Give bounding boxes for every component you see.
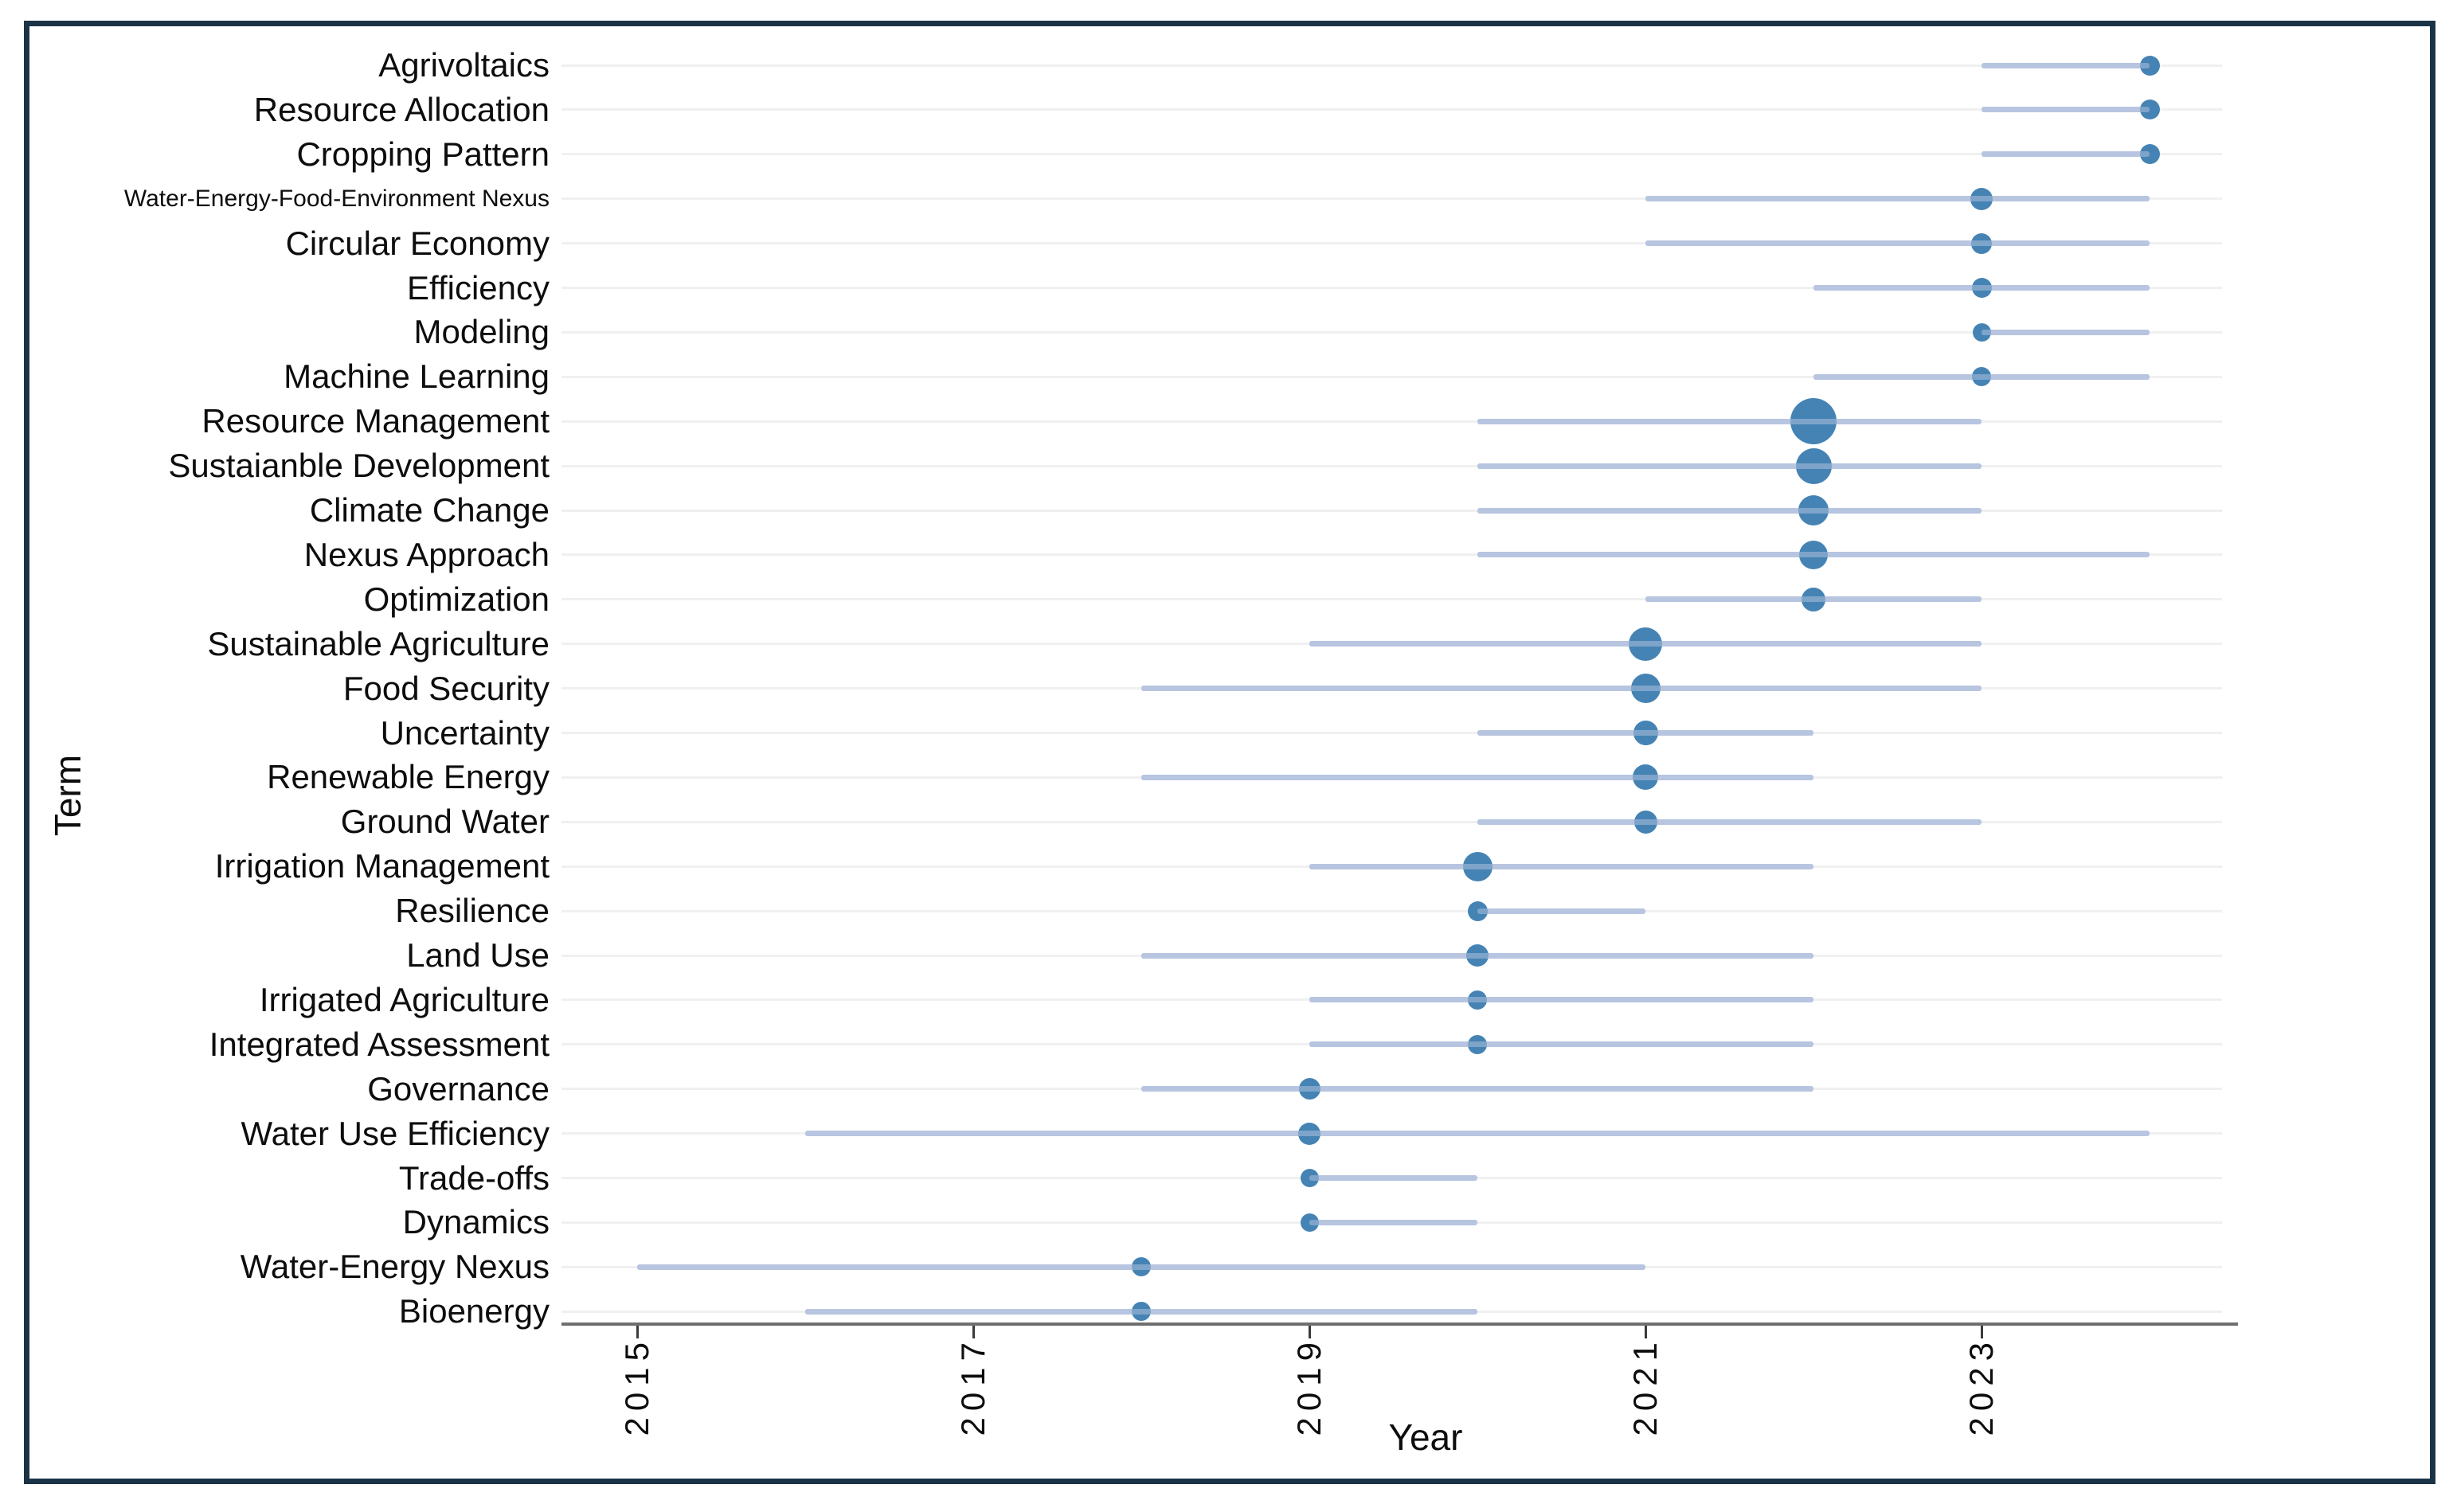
term-range-line-overlay [1309,1219,1477,1225]
term-range-line-overlay [1141,952,1813,959]
term-label: Irrigated Agriculture [259,980,550,1018]
term-range-line-overlay [1141,774,1813,780]
term-range-line-overlay [1645,240,2150,247]
term-label: Renewable Energy [267,758,550,796]
gridline [561,153,2222,156]
term-range-line-overlay [1141,686,1982,692]
gridline [561,909,2222,912]
term-range-line-overlay [1813,285,2150,291]
term-range-line-overlay [1982,107,2150,113]
gridline [561,375,2222,378]
term-range-line-overlay [1309,997,1813,1003]
x-tick [1644,1326,1647,1338]
term-label: Ground Water [340,803,550,841]
term-label: Climate Change [309,491,550,529]
y-axis-title: Term [47,754,88,837]
gridline [561,108,2222,111]
term-label: Nexus Approach [303,535,550,573]
term-range-line-overlay [1477,552,2150,558]
term-range-line-overlay [1309,1041,1813,1048]
term-range-line-overlay [637,1264,1645,1270]
x-tick-label: 2021 [1626,1336,1664,1436]
gridline [561,242,2222,245]
term-label: Resilience [395,892,550,930]
term-label: Irrigation Management [214,847,550,885]
term-range-line-overlay [1813,373,2150,380]
term-range-line-overlay [1982,329,2150,335]
term-label: Optimization [363,580,550,618]
term-range-line-overlay [1141,1086,1813,1092]
gridline [561,464,2222,467]
x-tick-label: 2015 [618,1336,655,1436]
gridline [561,64,2222,67]
term-label: Resource Allocation [253,90,550,128]
x-tick [1980,1326,1983,1338]
term-label: Modeling [413,313,550,351]
term-range-line-overlay [1645,196,2150,202]
term-label: Integrated Assessment [209,1025,550,1063]
term-label: Water Use Efficiency [241,1114,550,1152]
term-range-line-overlay [1477,908,1645,914]
x-tick-label: 2023 [1962,1336,2000,1436]
gridline [561,287,2222,289]
term-range-line-overlay [1309,1175,1477,1181]
term-label: Dynamics [402,1203,550,1241]
term-label: Food Security [342,669,550,707]
term-range-line-overlay [1477,418,1982,424]
term-range-line-overlay [1477,463,1982,469]
x-tick [972,1326,975,1338]
term-label: Bioenergy [398,1292,550,1330]
x-tick-label: 2017 [954,1336,992,1436]
term-label: Cropping Pattern [296,135,550,173]
gridline [561,553,2222,557]
term-range-line-overlay [1309,641,1982,647]
gridline [561,820,2222,823]
term-label: Sustainable Agriculture [207,624,550,662]
gridline [561,598,2222,601]
gridline [561,330,2222,334]
x-tick-label: 2019 [1290,1336,1328,1436]
x-axis-line [561,1323,2238,1326]
term-range-line-overlay [1477,819,1982,825]
term-label: Efficiency [407,268,550,307]
term-range-line-overlay [1477,507,1982,514]
term-label: Water-Energy-Food-Environment Nexus [123,185,550,212]
term-range-line-overlay [1477,730,1813,736]
gridline [561,197,2222,201]
term-label: Sustaianble Development [168,447,550,485]
x-tick [1308,1326,1311,1338]
term-range-line-overlay [805,1131,2150,1137]
term-range-line-overlay [1982,151,2150,158]
gridline [561,420,2222,423]
x-axis-title: Year [1388,1416,1463,1458]
term-range-line-overlay [1645,596,1982,603]
term-label: Water-Energy Nexus [240,1248,550,1286]
term-label: Land Use [406,936,550,974]
term-label: Governance [367,1069,550,1108]
term-range-line-overlay [1982,62,2150,68]
term-label: Resource Management [201,402,550,440]
gridline [561,509,2222,512]
term-label: Uncertainty [380,713,550,752]
term-range-line-overlay [1309,863,1813,869]
term-label: Trade-offs [398,1158,550,1197]
term-label: Agrivoltaics [378,46,550,84]
gridline [561,732,2222,734]
term-label: Machine Learning [284,357,550,396]
x-tick [636,1326,639,1338]
term-range-line-overlay [805,1308,1477,1315]
term-label: Circular Economy [285,224,550,262]
chart-border [24,21,2435,1484]
